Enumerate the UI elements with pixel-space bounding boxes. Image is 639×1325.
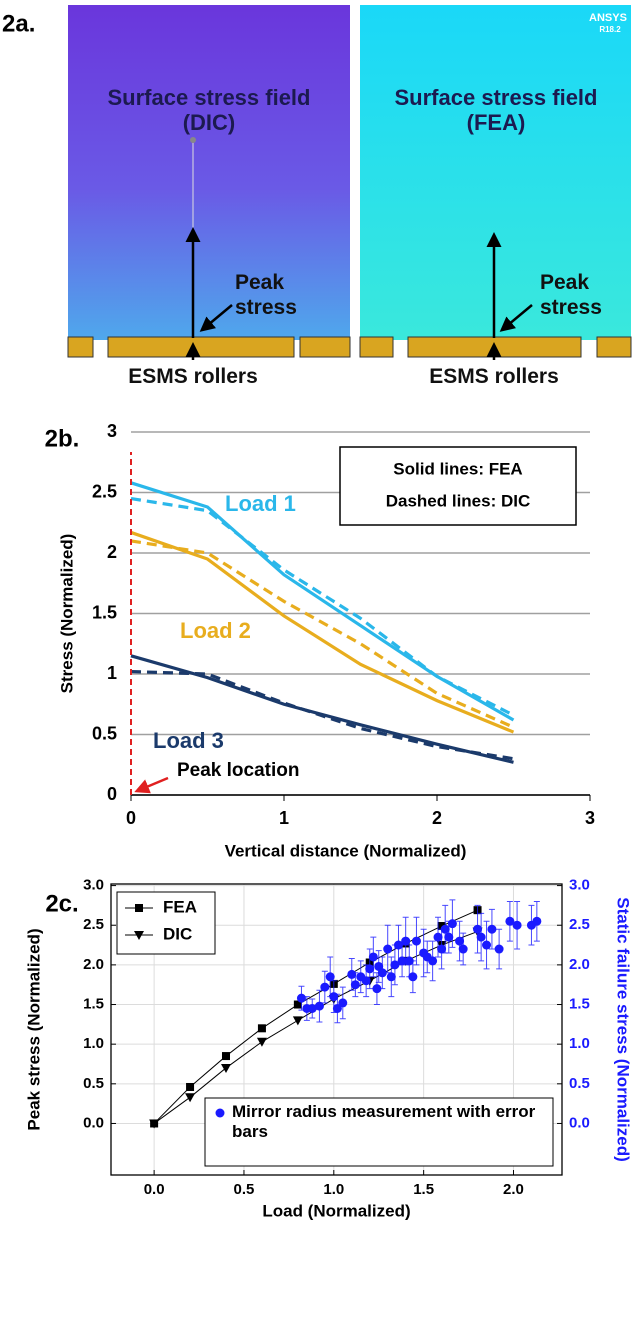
y-tick-label: 3 (107, 421, 117, 441)
point (408, 972, 417, 981)
point (326, 972, 335, 981)
y-tick-label: 0.5 (92, 723, 117, 743)
y-tick-label: 1.0 (83, 1035, 104, 1052)
x-tick-label: 0.5 (234, 1181, 255, 1198)
x-tick-label: 0 (126, 808, 136, 828)
y-tick-label: 0 (107, 784, 117, 804)
x-axis-label: Load (Normalized) (262, 1201, 410, 1220)
note: Dashed lines: DIC (386, 491, 531, 510)
figure: 2a. ANSYS R18.2 2b. 0 0.5 1 1.5 2 2.5 3 0 1 2 3 Stre… (0, 0, 639, 1325)
series-label: Load 2 (180, 618, 251, 643)
point (258, 1024, 266, 1032)
rollers-label: ESMS rollers (83, 365, 303, 389)
y2-tick-label: 3.0 (569, 877, 590, 894)
point (532, 917, 541, 926)
x-tick-label: 1 (279, 808, 289, 828)
peak-label: Peak stress (540, 270, 630, 320)
y-tick-label: 3.0 (83, 877, 104, 894)
annotation: Peak location (177, 760, 300, 781)
y-tick-label: 2.0 (83, 956, 104, 973)
point (257, 1038, 267, 1047)
series-label: Load 3 (153, 728, 224, 753)
point (482, 941, 491, 950)
point (513, 921, 522, 930)
point (351, 980, 360, 989)
y-tick-label: 0.0 (83, 1114, 104, 1131)
x-tick-label: 2 (432, 808, 442, 828)
peak-label: Peak stress (235, 270, 325, 320)
y-tick-label: 1.5 (83, 995, 104, 1012)
point (383, 945, 392, 954)
point (401, 937, 410, 946)
point (459, 945, 468, 954)
point (222, 1052, 230, 1060)
legend-marker (135, 904, 143, 912)
peak-arrow (137, 778, 168, 791)
y2-tick-label: 2.5 (569, 916, 590, 933)
y-tick-label: 1.5 (92, 602, 117, 622)
y2-axis-label: Static failure stress (Normalized) (614, 897, 633, 1162)
point (186, 1083, 194, 1091)
y2-tick-label: 1.5 (569, 995, 590, 1012)
point (495, 945, 504, 954)
panel-label: 2a. (2, 10, 35, 37)
note: Solid lines: FEA (393, 459, 522, 478)
y2-tick-label: 1.0 (569, 1035, 590, 1052)
legend-label: FEA (163, 897, 197, 916)
image-title: Surface stress field (FEA) (376, 85, 616, 136)
y2-tick-label: 0.5 (569, 1075, 590, 1092)
point (412, 937, 421, 946)
x-tick-label: 1.5 (413, 1181, 434, 1198)
series-label: Load 1 (225, 491, 296, 516)
image-title: Surface stress field (DIC) (89, 85, 329, 136)
point (221, 1064, 231, 1073)
point (185, 1093, 195, 1102)
point (487, 925, 496, 934)
x-tick-label: 3 (585, 808, 595, 828)
y-tick-label: 2.5 (92, 481, 117, 501)
panel-label: 2c. (45, 890, 78, 917)
x-tick-label: 0.0 (144, 1181, 165, 1198)
point (297, 994, 306, 1003)
legend-label: Mirror radius measurement with error bar… (232, 1102, 552, 1143)
point (477, 933, 486, 942)
y-tick-label: 0.5 (83, 1075, 104, 1092)
point (448, 919, 457, 928)
legend-marker (216, 1109, 225, 1118)
x-axis-label: Vertical distance (Normalized) (225, 841, 467, 860)
y-tick-label: 2.5 (83, 916, 104, 933)
x-tick-label: 2.0 (503, 1181, 524, 1198)
y-tick-label: 2 (107, 542, 117, 562)
point (293, 1016, 303, 1025)
point (428, 956, 437, 965)
x-tick-label: 1.0 (323, 1181, 344, 1198)
point (369, 952, 378, 961)
rollers (68, 337, 631, 357)
y2-tick-label: 2.0 (569, 956, 590, 973)
logo: ANSYS (589, 12, 627, 24)
point (320, 983, 329, 992)
version: R18.2 (599, 25, 621, 34)
y2-tick-label: 0.0 (569, 1114, 590, 1131)
y-tick-label: 1 (107, 663, 117, 683)
rollers-label: ESMS rollers (384, 365, 604, 389)
panel-label: 2b. (45, 425, 80, 452)
y-axis-label: Stress (Normalized) (57, 534, 76, 694)
line (131, 499, 514, 716)
point (338, 998, 347, 1007)
y-axis-label: Peak stress (Normalized) (24, 928, 43, 1130)
legend-label: DIC (163, 924, 192, 943)
